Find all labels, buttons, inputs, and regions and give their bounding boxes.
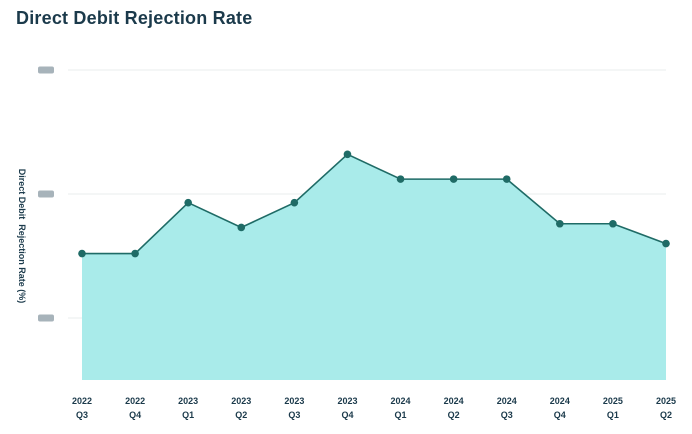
y-tick-label-obscured	[38, 314, 54, 322]
data-point	[131, 249, 139, 258]
x-tick-label: 2023 Q1	[178, 396, 198, 420]
data-point	[556, 219, 564, 228]
y-tick-label-obscured	[38, 66, 54, 74]
x-tick-label: 2022 Q4	[125, 396, 145, 420]
x-tick-label: 2024 Q1	[391, 396, 411, 420]
chart-title: Direct Debit Rejection Rate	[16, 8, 253, 28]
x-tick-label: 2022 Q3	[72, 396, 92, 420]
data-point	[184, 198, 192, 207]
x-axis-ticks: 2022 Q3 2022 Q4 2023 Q1 2023 Q2 2023 Q3 2023 Q4 2024…	[72, 396, 676, 420]
data-point	[396, 175, 405, 183]
x-tick-label: 2024 Q4	[550, 396, 570, 420]
data-point	[502, 175, 511, 183]
area-fill-path	[82, 154, 666, 380]
data-point	[237, 223, 246, 232]
data-point	[449, 175, 458, 183]
x-tick-label: 2024 Q3	[497, 396, 517, 420]
data-point	[343, 150, 352, 159]
y-tick-label-obscured	[38, 190, 54, 198]
data-point	[609, 219, 617, 228]
data-points	[78, 150, 670, 258]
data-point	[290, 198, 299, 207]
x-tick-label: 2023 Q2	[231, 396, 251, 420]
series-line	[82, 153, 667, 255]
x-tick-label: 2023 Q4	[337, 396, 357, 420]
data-point	[662, 239, 670, 248]
y-axis-ticks	[38, 66, 54, 322]
x-tick-label: 2023 Q3	[284, 396, 304, 420]
data-point	[78, 249, 86, 258]
x-tick-label: 2024 Q2	[444, 396, 464, 420]
series-line-group	[82, 153, 667, 255]
x-tick-label: 2025 Q2	[656, 396, 676, 420]
x-tick-label: 2025 Q1	[603, 396, 623, 420]
area-fill	[82, 154, 666, 380]
